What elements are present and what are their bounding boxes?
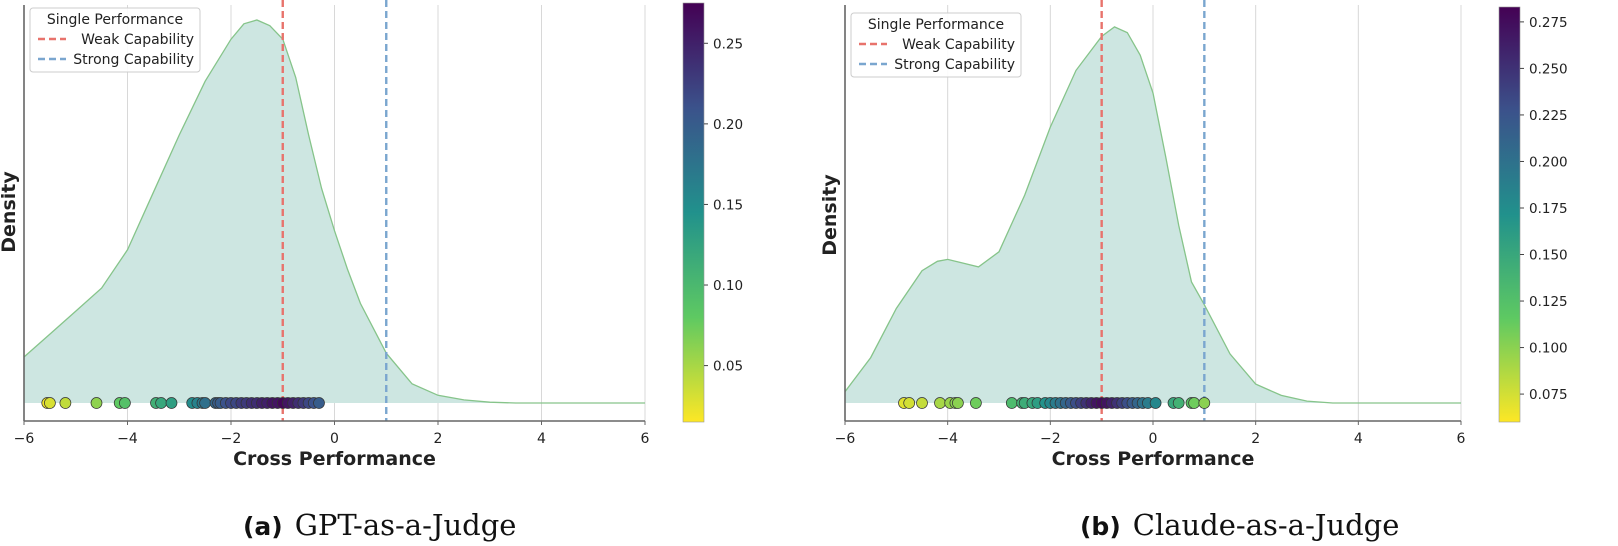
caption-a: (a) GPT-as-a-Judge: [243, 508, 516, 542]
legend-entry-label: Weak Capability: [902, 37, 1015, 53]
data-point: [313, 397, 325, 409]
y-axis-label: Density: [0, 171, 20, 253]
panel-b: −6 −4 −2 0 2 4 6 Cross Performance Density Single…: [819, 0, 1568, 470]
legend-title: Single Performance: [868, 17, 1004, 33]
data-point: [90, 397, 103, 409]
x-tick-label: −4: [117, 431, 138, 447]
colorbar-tick-label: 0.125: [1529, 294, 1568, 310]
density-area: [845, 26, 1461, 404]
legend-box: [29, 7, 201, 73]
data-point: [44, 397, 56, 409]
colorbar-tick-label: 0.10: [713, 278, 743, 294]
data-point: [903, 397, 916, 409]
colorbar-tick-label: 0.275: [1529, 15, 1568, 31]
legend: Single Performance Weak Capability Strong …: [850, 12, 1022, 78]
x-axis-label: Cross Performance: [233, 448, 436, 470]
caption-a-tag: (a): [243, 512, 283, 541]
data-point: [934, 397, 946, 409]
y-axis-label: Density: [819, 174, 841, 256]
colorbar: [1498, 6, 1521, 423]
colorbar-tick-label: 0.05: [713, 359, 743, 375]
colorbar-tick-label: 0.20: [713, 117, 743, 133]
legend-entry-label: Strong Capability: [894, 57, 1015, 73]
legend-entry-label: Weak Capability: [81, 32, 194, 48]
x-tick-label: 2: [434, 431, 443, 447]
x-tick-label: 6: [641, 431, 650, 447]
data-point: [1149, 397, 1162, 409]
colorbar-tick-label: 0.15: [713, 197, 743, 213]
legend: Single Performance Weak Capability Strong …: [29, 7, 201, 73]
caption-b: (b) Claude-as-a-Judge: [1080, 508, 1399, 542]
panel-a: −6 −4 −2 0 2 4 6 Cross Performance Density Single…: [0, 0, 743, 470]
colorbar-tick-label: 0.100: [1529, 341, 1568, 357]
data-point: [155, 397, 167, 409]
colorbar: [682, 2, 705, 423]
x-tick-label: 2: [1251, 431, 1260, 447]
legend-box: [850, 12, 1022, 78]
x-tick-label: 0: [1149, 431, 1158, 447]
colorbar-tick-label: 0.225: [1529, 108, 1568, 124]
data-point: [165, 397, 178, 409]
data-point: [199, 397, 211, 409]
density-line: [844, 26, 1461, 404]
x-tick-label: −6: [835, 431, 856, 447]
colorbar-tick-label: 0.150: [1529, 248, 1568, 264]
caption-b-tag: (b): [1080, 512, 1121, 541]
caption-a-text: GPT-as-a-Judge: [294, 508, 517, 542]
data-point: [952, 397, 964, 409]
data-point: [119, 397, 131, 409]
data-point: [59, 397, 72, 409]
colorbar-tick-label: 0.25: [713, 36, 743, 52]
colorbar-tick-label: 0.175: [1529, 201, 1568, 217]
data-point: [1198, 397, 1211, 409]
x-tick-label: −2: [221, 431, 242, 447]
density-line: [23, 19, 645, 404]
data-point: [1172, 397, 1185, 409]
x-tick-label: −4: [937, 431, 958, 447]
colorbar-tick-label: 0.200: [1529, 154, 1568, 170]
data-point: [916, 397, 928, 409]
colorbar-tick-label: 0.250: [1529, 61, 1568, 77]
x-axis-label: Cross Performance: [1052, 448, 1255, 470]
x-tick-label: 6: [1457, 431, 1466, 447]
legend-title: Single Performance: [47, 12, 183, 28]
legend-entry-label: Strong Capability: [73, 52, 194, 68]
data-point: [1005, 397, 1018, 409]
x-tick-label: 4: [1354, 431, 1363, 447]
x-tick-label: 4: [537, 431, 546, 447]
data-point: [970, 397, 982, 409]
caption-b-text: Claude-as-a-Judge: [1132, 508, 1400, 542]
x-tick-label: 0: [330, 431, 339, 447]
density-area: [24, 20, 645, 403]
data-point: [1188, 397, 1200, 409]
x-tick-label: −2: [1040, 431, 1061, 447]
colorbar-tick-label: 0.075: [1529, 387, 1568, 403]
x-tick-label: −6: [14, 431, 35, 447]
